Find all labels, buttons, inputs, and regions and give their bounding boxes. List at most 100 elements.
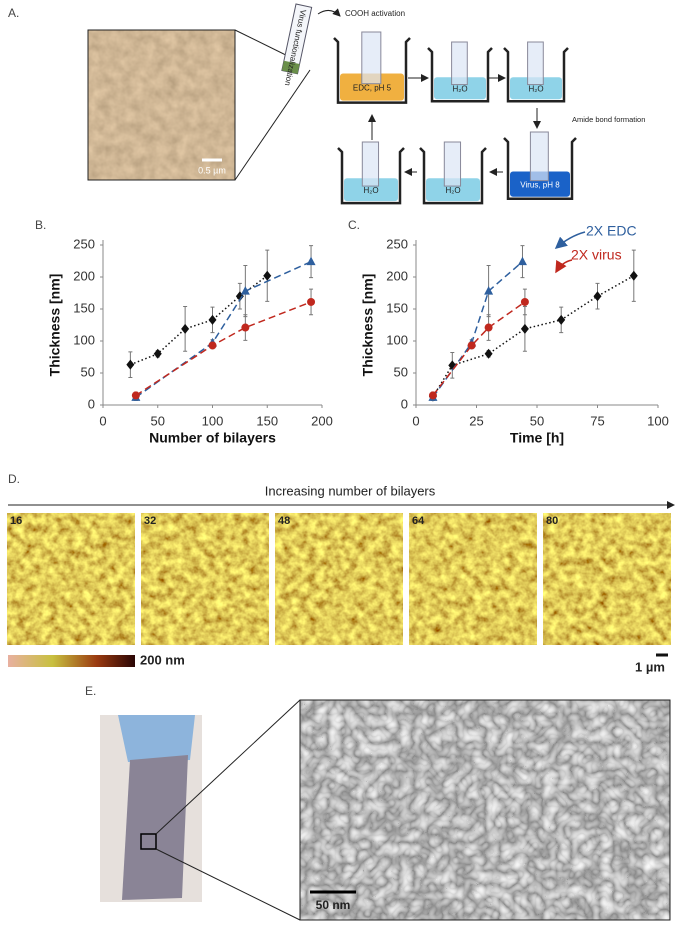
tube — [361, 31, 382, 85]
afm-image — [543, 513, 671, 645]
scale-label: 1 µm — [635, 659, 665, 674]
annotation: 2X virus — [571, 247, 622, 263]
y-tick-label: 0 — [88, 396, 95, 411]
point — [153, 348, 162, 359]
annotation: 2X EDC — [586, 223, 637, 239]
beaker — [419, 147, 487, 205]
point — [240, 286, 250, 295]
panel-d: D. Increasing number of bilayers 200 nm … — [7, 472, 675, 674]
x-tick-label: 0 — [99, 413, 106, 428]
y-tick-label: 200 — [73, 268, 95, 283]
colorbar — [8, 655, 135, 667]
beaker — [337, 147, 405, 205]
afm-image — [7, 513, 135, 645]
image-label: 32 — [144, 515, 156, 527]
trend-line — [135, 301, 312, 397]
point — [263, 270, 272, 281]
y-tick-label: 100 — [73, 332, 95, 347]
trend-line — [432, 261, 523, 398]
point — [520, 323, 529, 334]
panel-label: C. — [348, 218, 360, 232]
y-tick-label: 150 — [73, 300, 95, 315]
y-tick-label: 250 — [73, 236, 95, 251]
panel-a: A. 0.5 µm Virus functionalization COOH a… — [8, 3, 645, 205]
zoom-line — [155, 848, 301, 921]
film — [122, 755, 188, 900]
x-tick-label: 25 — [469, 413, 483, 428]
tube — [451, 41, 468, 86]
charts: 2X EDC 2X virus B. 0 50 100 150 200 250 0 50 100 1… — [35, 218, 669, 446]
y-tick-label: 50 — [81, 364, 95, 379]
beaker-label: H₂O — [445, 186, 460, 195]
beaker — [503, 47, 569, 103]
point — [484, 323, 493, 332]
y-axis-label: Thickness [nm] — [47, 274, 63, 377]
tube — [361, 141, 380, 187]
x-tick-label: 150 — [256, 413, 278, 428]
beaker-label: H₂O — [452, 85, 467, 94]
zoom-box — [140, 833, 157, 850]
point — [484, 286, 494, 295]
beaker-label: H₂O — [363, 186, 378, 195]
image-label: 80 — [546, 515, 558, 527]
afm-image — [409, 513, 537, 645]
step-label: Amide bond formation — [572, 115, 645, 124]
point — [593, 291, 602, 302]
beaker-label: Virus, pH 8 — [520, 181, 560, 190]
beaker — [333, 37, 411, 104]
point — [306, 256, 316, 266]
point — [126, 359, 135, 370]
beaker — [427, 47, 493, 103]
panel-label: D. — [8, 472, 20, 486]
trend-line — [432, 275, 635, 398]
sem-image — [300, 700, 670, 920]
panel-e: E. 50 nm — [85, 684, 671, 921]
image-label: 48 — [278, 515, 290, 527]
scale-label: 50 nm — [316, 898, 351, 912]
point — [517, 256, 527, 266]
point — [484, 348, 493, 359]
y-tick-label: 200 — [386, 268, 408, 283]
afm-image — [141, 513, 269, 645]
panel-label: B. — [35, 218, 46, 232]
point — [428, 391, 437, 400]
point — [629, 270, 638, 281]
y-tick-label: 50 — [394, 364, 408, 379]
x-tick-label: 100 — [647, 413, 669, 428]
trend-line — [135, 260, 312, 398]
panel-label: E. — [85, 684, 96, 698]
scale-label: 0.5 µm — [198, 165, 226, 175]
liquid — [510, 171, 570, 197]
beaker — [503, 137, 577, 201]
colorbar-label: 200 nm — [140, 652, 185, 667]
arrow — [317, 8, 341, 17]
zoom-line — [155, 699, 301, 835]
point — [208, 314, 217, 325]
point — [557, 314, 566, 325]
liquid — [434, 77, 486, 100]
afm-image — [275, 513, 403, 645]
tube — [443, 141, 462, 187]
x-tick-label: 50 — [530, 413, 544, 428]
image-label: 64 — [412, 515, 425, 527]
x-tick-label: 75 — [590, 413, 604, 428]
y-tick-label: 100 — [386, 332, 408, 347]
x-tick-label: 100 — [202, 413, 224, 428]
zoom-line — [234, 69, 311, 181]
glove — [118, 715, 195, 762]
point — [241, 323, 250, 332]
arrow-label: Increasing number of bilayers — [265, 483, 436, 498]
point — [131, 391, 140, 400]
y-tick-label: 250 — [386, 236, 408, 251]
beaker-label: EDC, pH 5 — [353, 83, 392, 92]
y-tick-label: 150 — [386, 300, 408, 315]
beaker-label: H₂O — [528, 85, 543, 94]
trend-line — [432, 301, 526, 396]
point — [208, 341, 217, 350]
annotation-arrow — [555, 259, 573, 274]
tube — [529, 131, 549, 182]
image-frame — [299, 699, 671, 921]
tube — [527, 41, 544, 86]
x-axis-label: Number of bilayers — [149, 430, 276, 446]
liquid — [340, 73, 404, 101]
